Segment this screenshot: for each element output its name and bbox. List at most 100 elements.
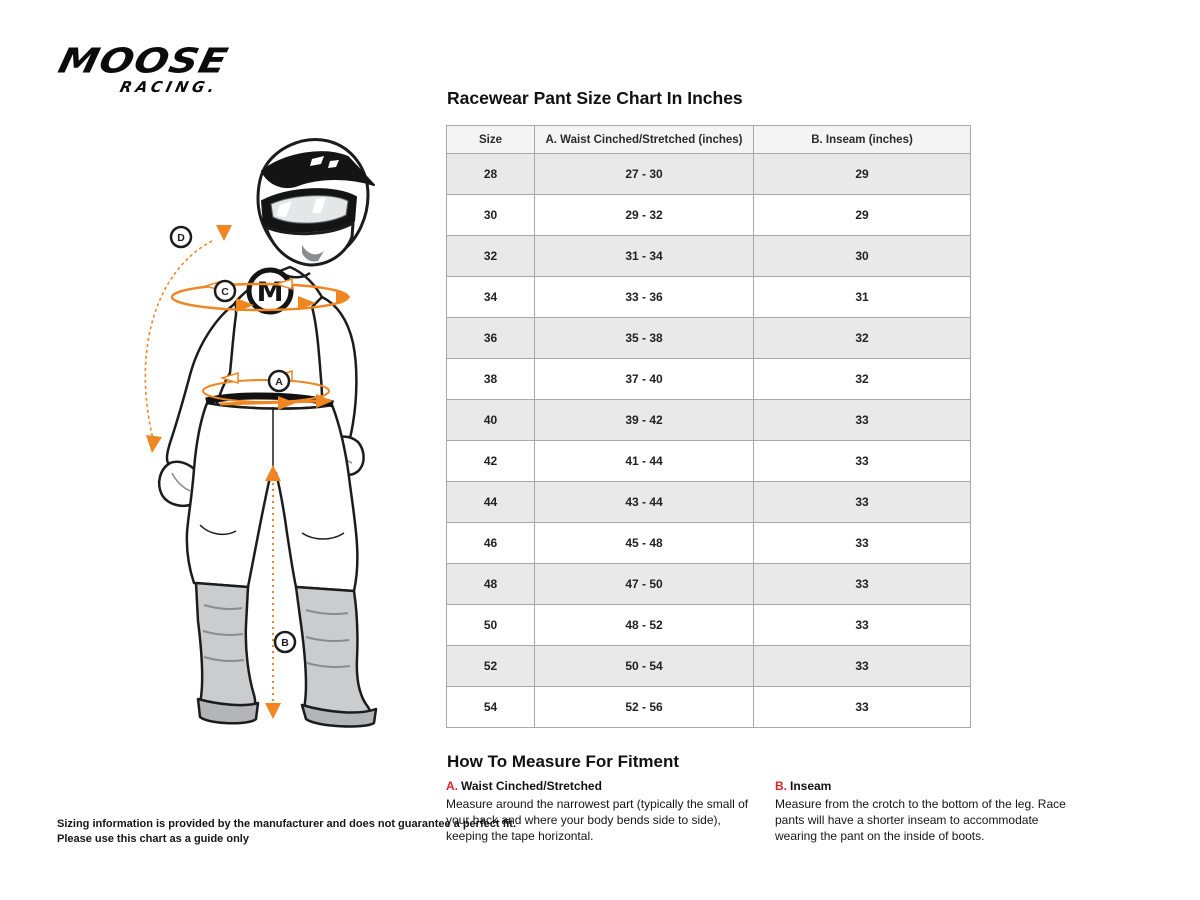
measure-letter-a: A. bbox=[446, 779, 458, 793]
table-cell: 33 bbox=[753, 522, 971, 564]
table-column-header: A. Waist Cinched/Stretched (inches) bbox=[534, 125, 754, 154]
table-cell: 50 - 54 bbox=[534, 645, 754, 687]
svg-text:B: B bbox=[281, 637, 289, 649]
table-cell: 33 bbox=[753, 440, 971, 482]
table-cell: 33 bbox=[753, 645, 971, 687]
svg-text:M: M bbox=[257, 277, 284, 308]
size-table: Size A. Waist Cinched/Stretched (inches) B… bbox=[446, 125, 971, 728]
table-cell: 36 bbox=[446, 317, 535, 359]
table-cell: 29 - 32 bbox=[534, 194, 754, 236]
rider-helmet bbox=[256, 138, 375, 267]
table-cell: 47 - 50 bbox=[534, 563, 754, 605]
table-row: 46 45 - 48 33 bbox=[446, 522, 971, 564]
table-row: 54 52 - 56 33 bbox=[446, 686, 971, 728]
table-cell: 52 bbox=[446, 645, 535, 687]
table-cell: 28 bbox=[446, 153, 535, 195]
rider-boots bbox=[194, 581, 378, 728]
table-cell: 37 - 40 bbox=[534, 358, 754, 400]
table-cell: 32 bbox=[446, 235, 535, 277]
measure-label-badges: D C A B bbox=[169, 225, 297, 654]
table-cell: 27 - 30 bbox=[534, 153, 754, 195]
table-cell: 45 - 48 bbox=[534, 522, 754, 564]
disclaimer-line-1: Sizing information is provided by the ma… bbox=[57, 818, 517, 830]
svg-text:C: C bbox=[221, 286, 229, 298]
table-cell: 33 bbox=[753, 399, 971, 441]
table-cell: 31 bbox=[753, 276, 971, 318]
table-cell: 30 bbox=[753, 235, 971, 277]
inseam-measure bbox=[265, 465, 281, 719]
measure-item-inseam: B. Inseam Measure from the crotch to the … bbox=[775, 779, 1079, 845]
helmet-peak bbox=[261, 151, 375, 189]
svg-text:A: A bbox=[275, 376, 283, 388]
table-row: 52 50 - 54 33 bbox=[446, 645, 971, 687]
table-cell: 33 bbox=[753, 686, 971, 728]
sleeve-measure-arc bbox=[144, 225, 232, 453]
table-row: 48 47 - 50 33 bbox=[446, 563, 971, 605]
table-cell: 41 - 44 bbox=[534, 440, 754, 482]
table-cell: 29 bbox=[753, 194, 971, 236]
table-cell: 39 - 42 bbox=[534, 399, 754, 441]
table-cell: 43 - 44 bbox=[534, 481, 754, 523]
table-cell: 33 - 36 bbox=[534, 276, 754, 318]
left-boot-sole bbox=[196, 697, 260, 725]
moose-racing-logo: MOOSE RACING. bbox=[51, 41, 232, 96]
table-cell: 48 - 52 bbox=[534, 604, 754, 646]
table-cell: 31 - 34 bbox=[534, 235, 754, 277]
table-cell: 29 bbox=[753, 153, 971, 195]
table-row: 34 33 - 36 31 bbox=[446, 276, 971, 318]
table-cell: 40 bbox=[446, 399, 535, 441]
table-row: 30 29 - 32 29 bbox=[446, 194, 971, 236]
table-column-header: Size bbox=[446, 125, 535, 154]
table-row: 50 48 - 52 33 bbox=[446, 604, 971, 646]
table-cell: 42 bbox=[446, 440, 535, 482]
measure-text-b: Measure from the crotch to the bottom of… bbox=[775, 796, 1066, 843]
table-header-row: Size A. Waist Cinched/Stretched (inches) B… bbox=[446, 125, 971, 154]
table-cell: 38 bbox=[446, 358, 535, 400]
table-cell: 33 bbox=[753, 563, 971, 605]
badge-b bbox=[273, 630, 297, 654]
measure-item-inseam-label: B. Inseam bbox=[775, 779, 1079, 795]
measure-item-waist-label: A. Waist Cinched/Stretched bbox=[446, 779, 750, 795]
left-boot bbox=[194, 581, 257, 717]
measure-letter-b: B. bbox=[775, 779, 787, 793]
svg-text:D: D bbox=[177, 232, 185, 244]
table-row: 42 41 - 44 33 bbox=[446, 440, 971, 482]
table-row: 32 31 - 34 30 bbox=[446, 235, 971, 277]
table-row: 28 27 - 30 29 bbox=[446, 153, 971, 195]
table-cell: 46 bbox=[446, 522, 535, 564]
badge-a bbox=[267, 369, 291, 393]
table-cell: 32 bbox=[753, 358, 971, 400]
table-cell: 33 bbox=[753, 604, 971, 646]
disclaimer-line-2: Please use this chart as a guide only bbox=[57, 833, 249, 846]
table-cell: 30 bbox=[446, 194, 535, 236]
table-row: 40 39 - 42 33 bbox=[446, 399, 971, 441]
table-cell: 52 - 56 bbox=[534, 686, 754, 728]
table-row: 36 35 - 38 32 bbox=[446, 317, 971, 359]
table-cell: 35 - 38 bbox=[534, 317, 754, 359]
waist-measure bbox=[202, 369, 333, 410]
right-boot-sole bbox=[300, 703, 378, 728]
table-cell: 44 bbox=[446, 481, 535, 523]
table-column-header: B. Inseam (inches) bbox=[753, 125, 971, 154]
measure-item-waist: A. Waist Cinched/Stretched Measure around… bbox=[446, 779, 750, 845]
table-row: 38 37 - 40 32 bbox=[446, 358, 971, 400]
rider-svg: M bbox=[144, 138, 378, 728]
table-cell: 54 bbox=[446, 686, 535, 728]
chest-moose-logo: M bbox=[246, 267, 294, 315]
measure-label-a: Waist Cinched/Stretched bbox=[461, 779, 602, 793]
disclaimer: Sizing information is provided by the ma… bbox=[57, 817, 516, 848]
table-cell: 48 bbox=[446, 563, 535, 605]
rider-illustration: M bbox=[40, 105, 440, 755]
table-cell: 32 bbox=[753, 317, 971, 359]
badge-c bbox=[213, 279, 237, 303]
chin-vent bbox=[302, 245, 324, 262]
right-boot bbox=[294, 585, 372, 722]
measure-text-a: Measure around the narrowest part (typic… bbox=[446, 796, 749, 843]
measure-heading: How To Measure For Fitment bbox=[447, 752, 680, 771]
page-title: Racewear Pant Size Chart In Inches bbox=[447, 88, 743, 108]
measure-label-b: Inseam bbox=[790, 779, 832, 793]
chin-guard bbox=[264, 221, 355, 267]
table-cell: 50 bbox=[446, 604, 535, 646]
logo-word-moose: MOOSE bbox=[54, 41, 232, 82]
